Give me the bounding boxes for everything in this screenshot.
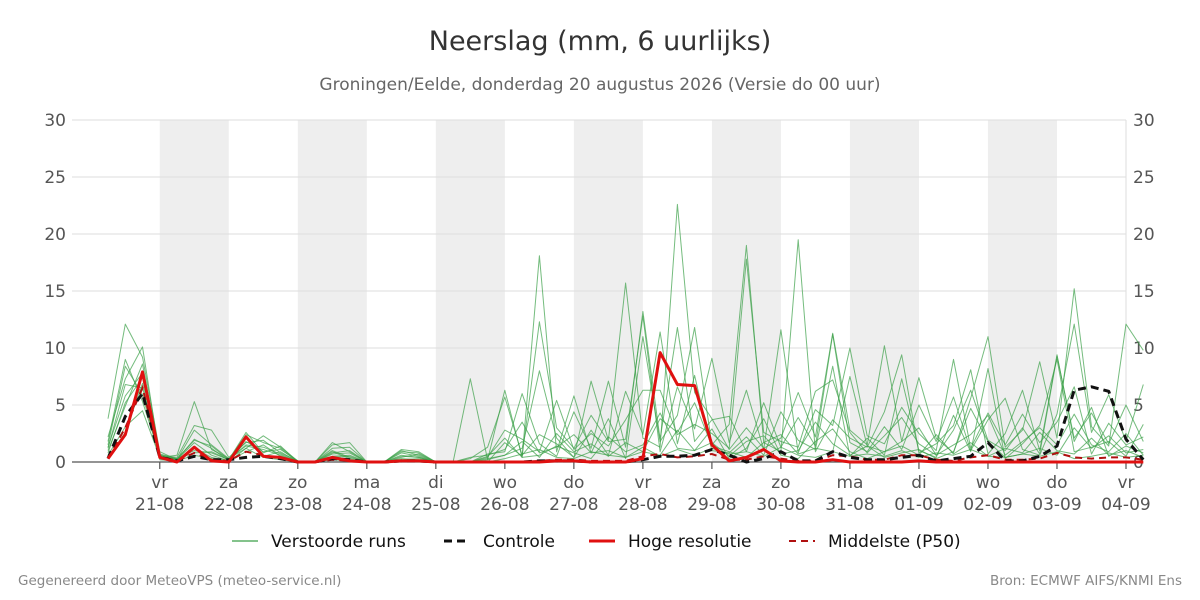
x-tick-day-14: vr <box>1117 473 1134 493</box>
y-tick-right-15: 15 <box>1133 282 1155 302</box>
y-tick-left-30: 30 <box>44 111 66 131</box>
chart-title: Neerslag (mm, 6 uurlijks) <box>429 26 771 57</box>
x-tick-day-12: wo <box>976 473 1000 493</box>
y-tick-right-20: 20 <box>1133 225 1155 245</box>
footer-left: Gegenereerd door MeteoVPS (meteo-service… <box>18 573 341 589</box>
x-tick-day-0: vr <box>151 473 168 493</box>
legend-label-control: Controle <box>483 532 555 552</box>
footer-right: Bron: ECMWF AIFS/KNMI Ens <box>990 573 1182 589</box>
x-tick-day-5: wo <box>493 473 517 493</box>
ensemble-member-7 <box>107 311 1144 463</box>
y-tick-left-0: 0 <box>55 453 66 473</box>
x-tick-date-2: 23-08 <box>273 495 322 515</box>
y-tick-right-5: 5 <box>1133 396 1144 416</box>
ensemble-member-2 <box>107 203 1144 463</box>
x-tick-date-7: 28-08 <box>618 495 667 515</box>
y-tick-right-10: 10 <box>1133 339 1155 359</box>
x-tick-date-4: 25-08 <box>411 495 460 515</box>
x-tick-date-6: 27-08 <box>549 495 598 515</box>
x-tick-day-1: za <box>219 473 238 493</box>
x-tick-date-5: 26-08 <box>480 495 529 515</box>
ensemble-member-3 <box>107 239 1144 463</box>
x-tick-date-13: 03-09 <box>1032 495 1081 515</box>
legend: Verstoorde runs Controle Hoge resolutie … <box>232 532 961 552</box>
legend-label-median: Middelste (P50) <box>828 532 961 552</box>
x-tick-day-10: ma <box>836 473 863 493</box>
x-tick-date-9: 30-08 <box>756 495 805 515</box>
x-tick-date-8: 29-08 <box>687 495 736 515</box>
legend-label-ensemble: Verstoorde runs <box>271 532 406 552</box>
high-res-line <box>106 351 1144 464</box>
ensemble-member-9 <box>107 258 1144 463</box>
main-series-group <box>106 351 1145 464</box>
y-axis-left: 0 5 10 15 20 25 30 <box>44 111 66 473</box>
ensemble-member-5 <box>107 331 1144 463</box>
ensemble-member-0 <box>107 384 1144 463</box>
x-tick-day-6: do <box>563 473 584 493</box>
y-tick-left-5: 5 <box>55 396 66 416</box>
y-tick-left-10: 10 <box>44 339 66 359</box>
legend-label-high-res: Hoge resolutie <box>628 532 752 552</box>
x-tick-day-13: do <box>1046 473 1067 493</box>
x-tick-day-2: zo <box>288 473 307 493</box>
x-tick-day-8: za <box>702 473 721 493</box>
x-tick-date-0: 21-08 <box>135 495 184 515</box>
x-tick-day-7: vr <box>634 473 651 493</box>
x-axis: vr21-08za22-08zo23-08ma24-08di25-08wo26-… <box>72 461 1151 515</box>
x-tick-date-1: 22-08 <box>204 495 253 515</box>
x-tick-day-3: ma <box>353 473 380 493</box>
x-tick-date-11: 01-09 <box>894 495 943 515</box>
x-tick-date-14: 04-09 <box>1101 495 1150 515</box>
x-tick-day-11: di <box>911 473 927 493</box>
x-tick-day-9: zo <box>771 473 790 493</box>
x-tick-date-12: 02-09 <box>963 495 1012 515</box>
y-tick-left-25: 25 <box>44 168 66 188</box>
y-tick-left-15: 15 <box>44 282 66 302</box>
x-tick-day-4: di <box>428 473 444 493</box>
chart-subtitle: Groningen/Eelde, donderdag 20 augustus 2… <box>319 75 880 95</box>
ensemble-member-4 <box>107 315 1144 463</box>
y-tick-left-20: 20 <box>44 225 66 245</box>
x-tick-date-10: 31-08 <box>825 495 874 515</box>
y-tick-right-30: 30 <box>1133 111 1155 131</box>
y-tick-right-25: 25 <box>1133 168 1155 188</box>
x-tick-date-3: 24-08 <box>342 495 391 515</box>
